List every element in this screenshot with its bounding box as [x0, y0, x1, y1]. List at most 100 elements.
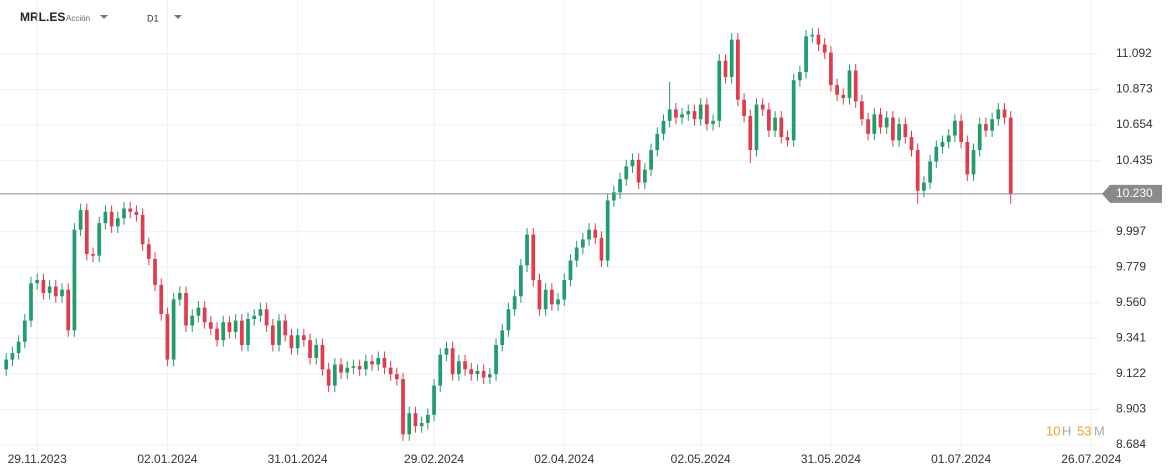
candle-body: [233, 320, 238, 332]
candle-body: [543, 289, 548, 310]
candle-body: [345, 367, 350, 373]
candle-body: [779, 117, 784, 138]
candle-body: [847, 70, 852, 99]
candle-body: [153, 258, 157, 285]
candle-body: [289, 335, 294, 349]
timeframe-dropdown[interactable]: [174, 15, 182, 19]
candle-body: [729, 39, 734, 77]
candle-body: [394, 374, 399, 380]
candle-body: [351, 366, 356, 368]
candle-body: [177, 292, 182, 300]
candle-body: [506, 309, 511, 331]
candle-body: [60, 289, 64, 297]
candle-body: [785, 137, 790, 141]
candle-body: [940, 141, 945, 147]
x-tick-label: 31.01.2024: [268, 452, 328, 466]
candle-body: [810, 34, 815, 37]
candle-body: [624, 166, 629, 180]
candle-body: [326, 369, 331, 386]
candle-body: [363, 361, 368, 370]
candle-body: [494, 344, 498, 375]
candle-body: [84, 210, 89, 255]
candle-body: [376, 357, 381, 365]
candle-body: [897, 124, 901, 141]
candle-body: [165, 314, 170, 360]
candle-body: [574, 247, 579, 261]
candle-body: [283, 320, 288, 336]
y-tick-label: 9.997: [1116, 224, 1146, 238]
candle-body: [822, 44, 827, 53]
candle-body: [215, 328, 219, 341]
candle-body: [1008, 117, 1013, 194]
candle-body: [915, 150, 920, 191]
candle-body: [661, 120, 666, 134]
candle-body: [4, 359, 9, 370]
candle-body: [717, 60, 722, 121]
candle-body: [128, 208, 133, 212]
candle-body: [407, 413, 412, 435]
candle-body: [630, 159, 635, 167]
candle-body: [667, 109, 672, 121]
candle-body: [295, 335, 300, 349]
candle-body: [16, 341, 21, 354]
candle-body: [556, 299, 560, 305]
candle-body: [444, 348, 449, 355]
candle-body: [990, 119, 994, 131]
candle-body: [500, 330, 505, 345]
candle-body: [53, 286, 58, 297]
candle-body: [723, 60, 728, 77]
candle-body: [922, 182, 926, 191]
last-price-label: 10.230: [1116, 186, 1153, 200]
candle-body: [965, 141, 970, 175]
candle-body: [748, 115, 753, 151]
candle-body: [773, 117, 777, 131]
x-tick-label: 01.07.2024: [931, 452, 991, 466]
candle-body: [984, 124, 988, 131]
candle-body: [134, 211, 139, 216]
timeframe[interactable]: D1: [147, 13, 159, 23]
candle-body: [680, 114, 684, 118]
y-tick-label: 9.779: [1116, 259, 1146, 273]
candle-body: [946, 135, 951, 142]
candle-body: [512, 296, 517, 310]
candle-body: [388, 367, 393, 375]
candle-body: [692, 111, 697, 120]
candle-body: [314, 344, 319, 358]
candle-body: [401, 379, 405, 435]
candle-body: [605, 200, 610, 261]
candle-body: [258, 309, 263, 316]
candle-body: [202, 307, 207, 323]
candle-body: [332, 364, 337, 386]
candle-body: [456, 361, 461, 375]
candle-body: [239, 320, 244, 345]
candle-body: [804, 36, 808, 73]
candle-body: [829, 52, 833, 86]
candle-body: [698, 104, 703, 120]
candle-body: [705, 104, 709, 125]
candle-body: [122, 208, 126, 219]
candle-body: [884, 117, 889, 128]
candle-body: [934, 146, 939, 162]
candle-body: [438, 354, 443, 386]
candle-body: [41, 280, 46, 293]
candle-body: [711, 120, 715, 125]
candle-body: [760, 104, 765, 110]
candle-body: [593, 229, 598, 238]
candle-body: [115, 218, 120, 227]
symbol-dropdown[interactable]: [100, 15, 108, 19]
kind: Acción: [66, 14, 90, 23]
candle-body: [97, 223, 102, 256]
candle-body: [562, 280, 567, 300]
timer-minutes-unit: M: [1094, 423, 1105, 438]
candle-body: [612, 192, 616, 201]
candle-body: [47, 286, 52, 293]
candle-body: [320, 344, 325, 370]
candle-body: [841, 94, 846, 99]
candle-body: [953, 120, 957, 136]
y-tick-label: 11.092: [1116, 46, 1152, 60]
candle-body: [587, 229, 591, 240]
candle-body: [816, 34, 821, 45]
candle-body: [996, 109, 1001, 120]
candle-body: [686, 111, 691, 115]
candle-body: [109, 211, 114, 227]
